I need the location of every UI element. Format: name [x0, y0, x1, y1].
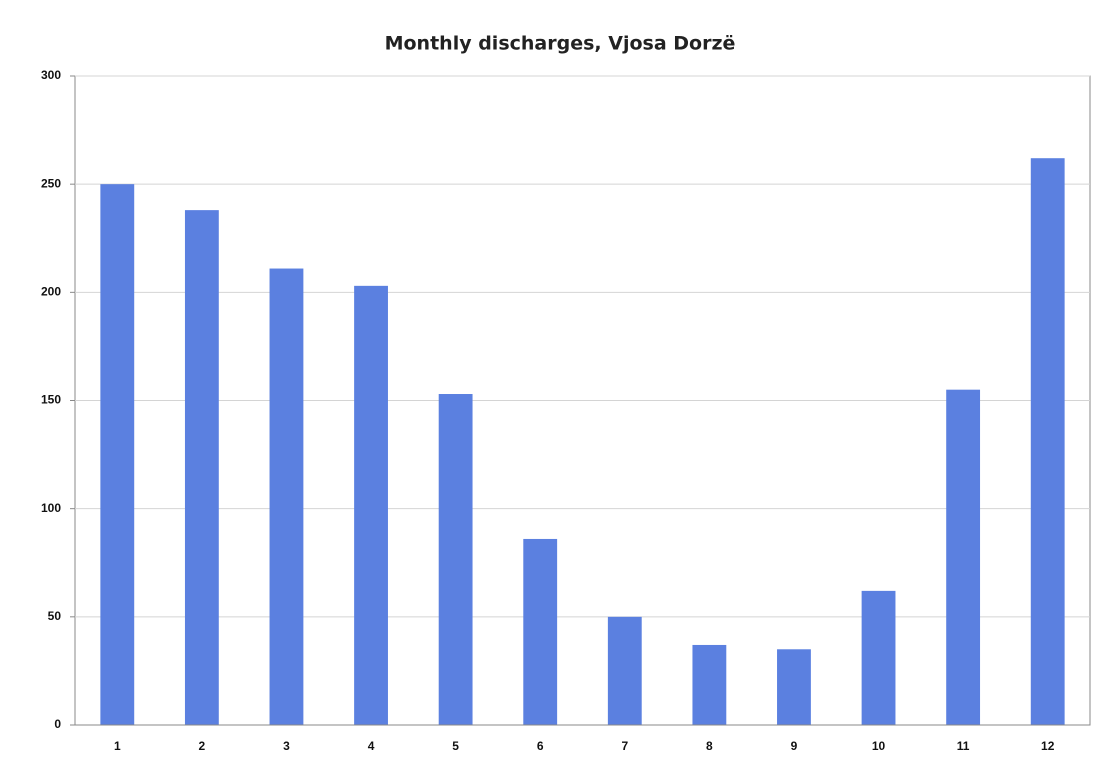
- x-tick-label: 5: [452, 739, 459, 753]
- x-tick-label: 8: [706, 739, 713, 753]
- bar: [1030, 158, 1065, 725]
- bar: [269, 268, 304, 725]
- bar: [692, 644, 727, 725]
- y-tick-label: 200: [41, 285, 61, 299]
- x-tick-label: 12: [1041, 739, 1055, 753]
- bar: [523, 538, 558, 725]
- x-tick-label: 6: [537, 739, 544, 753]
- x-tick-label: 3: [283, 739, 290, 753]
- chart-title: Monthly discharges, Vjosa Dorzë: [385, 33, 736, 55]
- bar: [777, 649, 811, 725]
- x-tick-label: 11: [957, 739, 970, 753]
- x-tick-label: 10: [872, 739, 886, 753]
- y-tick-label: 50: [48, 609, 62, 623]
- bar: [184, 210, 219, 726]
- bar: [354, 285, 388, 725]
- x-tick-label: 1: [114, 739, 121, 753]
- y-tick-label: 250: [41, 176, 61, 190]
- bar: [861, 590, 896, 725]
- bar: [607, 616, 642, 725]
- x-tick-label: 9: [791, 739, 798, 753]
- bar: [438, 394, 473, 725]
- x-tick-label: 2: [199, 739, 206, 753]
- y-tick-label: 0: [54, 717, 61, 731]
- y-tick-label: 300: [41, 68, 61, 82]
- bar: [946, 389, 981, 725]
- y-tick-label: 150: [41, 393, 61, 407]
- y-tick-label: 100: [41, 501, 61, 515]
- x-tick-label: 4: [368, 739, 375, 753]
- bar: [100, 184, 135, 725]
- x-tick-label: 7: [621, 739, 628, 753]
